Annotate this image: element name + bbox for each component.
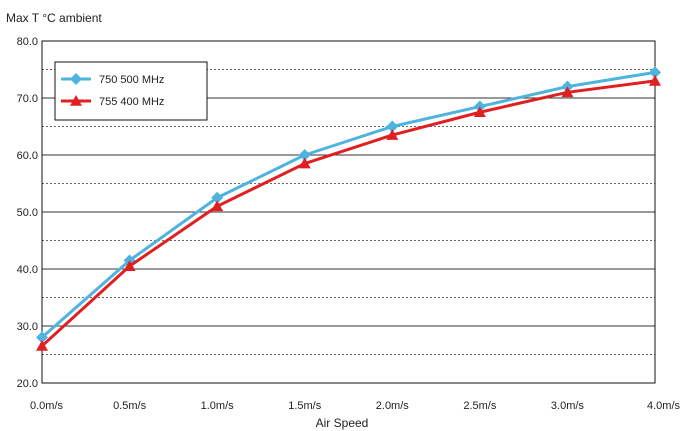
data-point: [649, 66, 661, 79]
y-tick-label: 60.0: [17, 150, 38, 162]
data-point: [36, 339, 48, 351]
legend-swatch-marker: [70, 73, 82, 85]
data-point: [211, 191, 224, 204]
legend-entry: 755 400 MHz: [99, 96, 164, 108]
legend-box: [54, 61, 208, 121]
data-point: [386, 129, 399, 140]
data-point: [211, 200, 224, 212]
series-layer: [36, 66, 661, 351]
x-tick-label: 1.5m/s: [288, 400, 322, 412]
y-tick-label: 70.0: [17, 93, 38, 105]
data-point: [473, 106, 486, 118]
data-point: [298, 157, 311, 169]
y-tick-label: 40.0: [17, 264, 38, 276]
data-point: [649, 74, 661, 86]
data-point: [386, 120, 399, 133]
x-tick-label: 2.0m/s: [376, 400, 410, 412]
y-tick-label: 50.0: [17, 207, 38, 219]
x-tick-labels: 0.0m/s 0.5m/s 1.0m/s 1.5m/s 2.0m/s 2.5m/s 3.0m…: [30, 400, 680, 412]
series-line: [40, 70, 657, 339]
data-point: [561, 86, 574, 98]
plot-frame: [41, 40, 656, 384]
x-tick-label: 0.0m/s: [30, 400, 64, 412]
legend-entry: 750 500 MHz: [99, 74, 164, 86]
y-tick-label: 20.0: [17, 378, 38, 390]
y-axis-title: Max T °C ambient: [6, 11, 102, 25]
series-2: [36, 74, 661, 351]
series-line: [40, 79, 657, 348]
y-tick-label: 80.0: [17, 36, 38, 48]
y-tick-labels: 20.0 30.0 40.0 50.0 60.0 70.0 80.0: [17, 36, 38, 390]
x-axis-title: Air Speed: [316, 416, 369, 430]
x-tick-label: 1.0m/s: [201, 400, 235, 412]
x-tick-label: 0.5m/s: [113, 400, 147, 412]
x-tick-label: 4.0m/s: [647, 400, 681, 412]
legend: 750 500 MHz 755 400 MHz: [54, 61, 208, 121]
x-tick-label: 3.0m/s: [551, 400, 585, 412]
data-point: [123, 260, 136, 271]
data-point: [36, 331, 48, 344]
y-tick-label: 30.0: [17, 321, 38, 333]
x-tick-label: 2.5m/s: [463, 400, 497, 412]
data-point: [298, 149, 311, 161]
legend-swatch-marker: [70, 95, 82, 106]
